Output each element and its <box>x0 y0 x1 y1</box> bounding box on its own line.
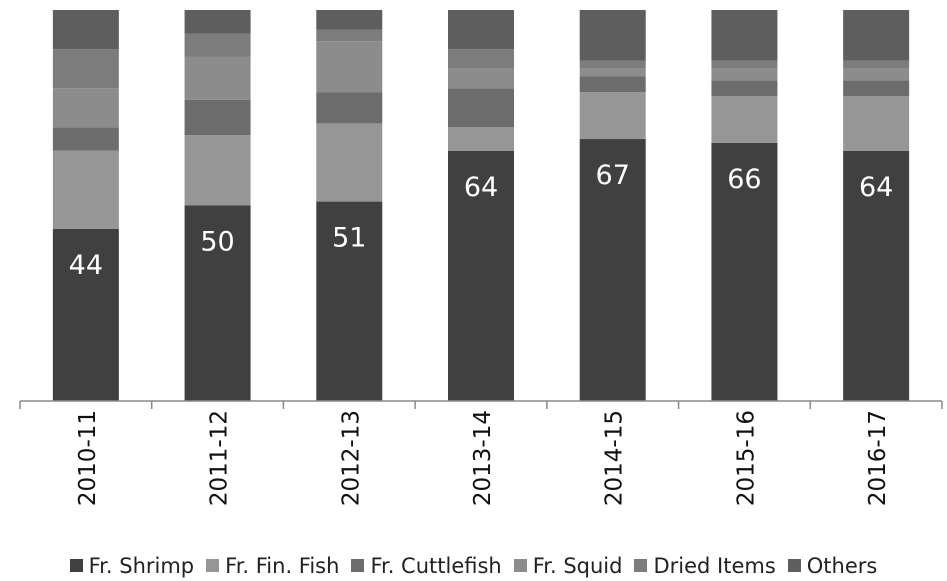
bar-layer <box>52 10 910 401</box>
bar-segment-fr-cuttlefish-2014-15 <box>579 76 646 93</box>
bar-segment-fr-squid-2011-12 <box>184 56 251 100</box>
bar-segment-dried-items-2014-15 <box>579 60 646 69</box>
bar-segment-fr-squid-2014-15 <box>579 68 646 77</box>
data-label-layer: 44 50 51 64 67 66 64 <box>69 160 894 281</box>
bar-segment-dried-items-2013-14 <box>448 49 514 69</box>
bar-segment-fr-squid-2013-14 <box>448 68 514 89</box>
bar-segment-dried-items-2011-12 <box>184 33 251 57</box>
bar-segment-fr-cuttlefish-2010-11 <box>52 127 119 151</box>
bar-segment-fr-squid-2010-11 <box>52 88 119 128</box>
bar-segment-fr-fin-fish-2010-11 <box>52 150 119 229</box>
legend-item-dried-items: Dried Items <box>634 553 776 578</box>
data-label-2016-17: 64 <box>859 172 893 203</box>
legend-item-fr-fin-fish: Fr. Fin. Fish <box>206 554 339 578</box>
data-label-2014-15: 67 <box>596 160 630 191</box>
bar-segment-fr-squid-2016-17 <box>843 68 910 81</box>
bar-segment-fr-shrimp-2016-17 <box>843 150 910 401</box>
bar-segment-fr-cuttlefish-2012-13 <box>316 92 383 124</box>
legend-label-fr-cuttlefish: Fr. Cuttlefish <box>370 553 502 578</box>
legend-label-fr-fin-fish: Fr. Fin. Fish <box>225 553 340 578</box>
stacked-bar-chart: 44 50 51 64 67 66 64 2010-11 2011-12 2012-13 2013… <box>19 10 943 506</box>
bar-segment-fr-shrimp-2012-13 <box>316 201 383 401</box>
data-label-2011-12: 50 <box>200 227 234 258</box>
bar-segment-fr-fin-fish-2015-16 <box>711 96 778 143</box>
bar-segment-dried-items-2015-16 <box>711 60 778 69</box>
bar-segment-dried-items-2012-13 <box>316 29 383 42</box>
bar-segment-fr-shrimp-2014-15 <box>579 139 646 401</box>
bar-segment-fr-fin-fish-2012-13 <box>316 123 383 202</box>
legend-swatch-fr-cuttlefish <box>351 559 365 572</box>
legend-label-fr-shrimp: Fr. Shrimp <box>88 553 195 578</box>
bar-segment-others-2012-13 <box>316 10 383 30</box>
bar-segment-others-2016-17 <box>843 10 910 61</box>
bar-segment-others-2014-15 <box>579 10 646 61</box>
bar-segment-fr-fin-fish-2013-14 <box>448 127 514 151</box>
bar-segment-others-2011-12 <box>184 10 251 34</box>
x-tick-label-2013-14: 2013-14 <box>470 410 496 506</box>
legend-swatch-fr-fin-fish <box>206 559 220 572</box>
bar-segment-fr-cuttlefish-2016-17 <box>843 80 910 97</box>
legend: Fr. Shrimp Fr. Fin. Fish Fr. Cuttlefish Fr.… <box>0 550 947 581</box>
data-label-2010-11: 44 <box>69 250 103 281</box>
bar-segment-others-2015-16 <box>711 10 778 61</box>
data-label-2012-13: 51 <box>332 223 366 254</box>
legend-item-others: Others <box>787 553 878 578</box>
x-tick-label-2016-17: 2016-17 <box>865 410 891 506</box>
data-label-2015-16: 66 <box>727 164 761 195</box>
legend-label-dried-items: Dried Items <box>653 553 776 578</box>
bar-segment-others-2010-11 <box>52 10 119 50</box>
x-tick-label-2015-16: 2015-16 <box>733 410 759 506</box>
bar-segment-fr-cuttlefish-2015-16 <box>711 80 778 97</box>
bar-segment-fr-cuttlefish-2011-12 <box>184 99 251 136</box>
legend-swatch-fr-squid <box>513 559 527 572</box>
bar-segment-fr-squid-2012-13 <box>316 41 383 93</box>
x-tick-label-2014-15: 2014-15 <box>602 410 628 506</box>
bar-segment-others-2013-14 <box>448 10 514 50</box>
legend-swatch-dried-items <box>634 559 648 572</box>
bar-segment-fr-shrimp-2010-11 <box>52 228 119 401</box>
legend-item-fr-squid: Fr. Squid <box>513 553 623 578</box>
legend-item-fr-cuttlefish: Fr. Cuttlefish <box>351 553 502 578</box>
bar-segment-fr-shrimp-2015-16 <box>711 142 778 401</box>
bar-segment-fr-squid-2015-16 <box>711 68 778 81</box>
x-axis: 2010-11 2011-12 2012-13 2013-14 2014-15 2015-… <box>19 400 943 506</box>
bar-segment-fr-shrimp-2011-12 <box>184 205 251 401</box>
bar-segment-fr-cuttlefish-2013-14 <box>448 88 514 128</box>
bar-segment-fr-fin-fish-2011-12 <box>184 135 251 206</box>
legend-item-fr-shrimp: Fr. Shrimp <box>69 553 195 578</box>
data-label-2013-14: 64 <box>464 172 498 203</box>
bar-segment-fr-fin-fish-2014-15 <box>579 92 646 140</box>
bar-segment-dried-items-2016-17 <box>843 60 910 69</box>
x-tick-label-2011-12: 2011-12 <box>207 410 233 506</box>
bar-segment-dried-items-2010-11 <box>52 49 119 89</box>
bar-segment-fr-shrimp-2013-14 <box>448 150 514 401</box>
x-tick-label-2010-11: 2010-11 <box>75 410 101 506</box>
x-tick-label-2012-13: 2012-13 <box>338 410 364 506</box>
legend-swatch-others <box>787 559 801 572</box>
legend-label-others: Others <box>806 553 878 578</box>
legend-label-fr-squid: Fr. Squid <box>532 553 623 578</box>
legend-swatch-fr-shrimp <box>69 559 83 572</box>
bar-segment-fr-fin-fish-2016-17 <box>843 96 910 151</box>
